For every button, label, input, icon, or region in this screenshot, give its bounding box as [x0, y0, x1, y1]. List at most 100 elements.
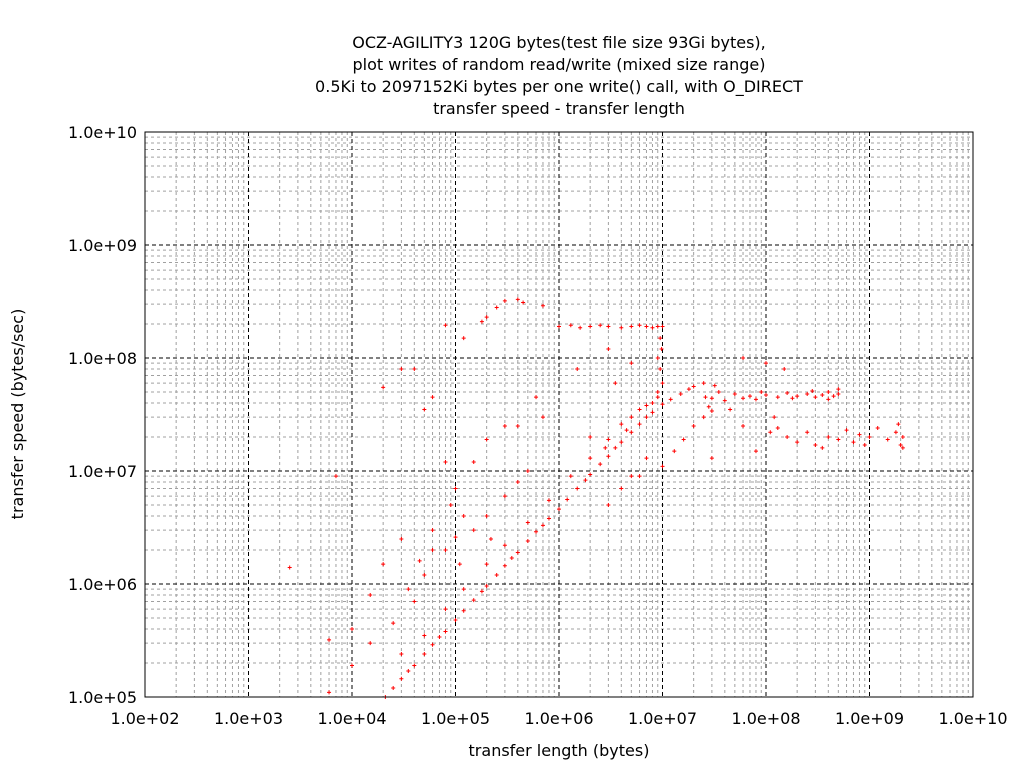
y-axis-label: transfer speed (bytes/sec): [8, 309, 27, 520]
data-point: [443, 460, 448, 465]
data-point: [430, 547, 435, 552]
y-tick-labels: 1.0e+05 1.0e+06 1.0e+07 1.0e+08 1.0e+09 1.0e+…: [68, 123, 137, 707]
data-point: [624, 428, 629, 433]
data-point: [525, 469, 530, 473]
data-point: [732, 392, 737, 397]
data-point: [588, 324, 593, 329]
data-point: [764, 393, 768, 398]
data-point: [810, 389, 815, 394]
data-point: [484, 562, 489, 567]
data-point: [412, 366, 417, 371]
x-tick-label: 1.0e+08: [731, 709, 800, 728]
data-point: [619, 486, 624, 491]
data-points: [287, 297, 905, 699]
data-point: [406, 668, 411, 673]
data-point: [515, 550, 520, 555]
data-point: [565, 497, 570, 502]
data-point: [471, 528, 476, 533]
data-point: [368, 592, 373, 597]
data-point: [644, 324, 649, 329]
data-point: [327, 690, 332, 695]
data-point: [820, 445, 825, 450]
data-point: [494, 305, 499, 310]
title-line-1: OCZ-AGILITY3 120G bytes(test file size 9…: [352, 33, 766, 52]
data-point: [782, 366, 787, 371]
data-point: [399, 537, 404, 542]
data-point: [502, 494, 507, 499]
data-point: [650, 410, 655, 415]
data-point: [412, 599, 417, 604]
data-point: [741, 396, 746, 401]
data-point: [502, 424, 507, 429]
data-point: [885, 437, 890, 442]
data-point: [534, 395, 539, 400]
chart-title: OCZ-AGILITY3 120G bytes(test file size 9…: [315, 33, 803, 118]
data-point: [668, 397, 673, 402]
data-point: [603, 445, 608, 450]
data-point: [775, 395, 780, 400]
data-point: [417, 558, 422, 563]
data-point: [430, 395, 435, 400]
data-point: [619, 440, 624, 445]
data-point: [619, 325, 624, 330]
data-point: [655, 324, 660, 329]
data-point: [557, 507, 561, 512]
data-point: [629, 415, 634, 420]
data-point: [546, 516, 551, 521]
data-point: [471, 598, 476, 603]
data-point: [658, 336, 663, 341]
data-point: [479, 319, 484, 324]
x-tick-labels: 1.0e+02 1.0e+03 1.0e+04 1.0e+05 1.0e+06 1.0e+…: [110, 709, 1007, 728]
data-point: [443, 547, 448, 552]
data-point: [660, 402, 665, 407]
data-point: [650, 400, 655, 405]
x-axis-label: transfer length (bytes): [469, 741, 650, 760]
data-point: [568, 323, 573, 328]
x-tick-label: 1.0e+06: [524, 709, 593, 728]
data-point: [795, 440, 800, 445]
data-point: [790, 396, 795, 401]
data-point: [588, 456, 593, 461]
data-point: [658, 366, 663, 371]
data-point: [722, 398, 727, 403]
data-point: [598, 323, 603, 328]
data-point: [857, 432, 862, 437]
data-point: [703, 395, 708, 400]
data-point: [484, 315, 489, 320]
data-point: [678, 392, 683, 397]
data-point: [706, 404, 711, 409]
data-point: [502, 298, 507, 303]
data-point: [655, 395, 660, 400]
data-point: [515, 297, 520, 302]
y-tick-label: 1.0e+05: [68, 688, 137, 707]
data-point: [747, 394, 752, 399]
data-point: [768, 430, 773, 435]
y-tick-label: 1.0e+10: [68, 123, 137, 142]
data-point: [644, 403, 649, 408]
data-point: [502, 543, 507, 548]
data-point: [588, 434, 593, 439]
data-point: [598, 462, 603, 467]
data-point: [836, 437, 841, 442]
data-point: [412, 663, 417, 668]
data-point: [826, 434, 831, 439]
data-point: [637, 474, 642, 479]
data-point: [709, 396, 714, 401]
data-point: [430, 642, 435, 647]
data-point: [606, 324, 611, 329]
data-point: [655, 390, 660, 395]
data-point: [875, 426, 880, 431]
data-point: [629, 361, 634, 366]
data-point: [461, 587, 466, 592]
data-point: [521, 300, 526, 305]
data-point: [753, 397, 758, 402]
data-point: [443, 629, 448, 634]
data-point: [844, 428, 849, 433]
data-point: [461, 513, 466, 518]
data-point: [619, 422, 624, 427]
data-point: [368, 641, 373, 646]
data-point: [453, 618, 458, 623]
data-point: [805, 430, 810, 435]
data-point: [716, 390, 721, 395]
